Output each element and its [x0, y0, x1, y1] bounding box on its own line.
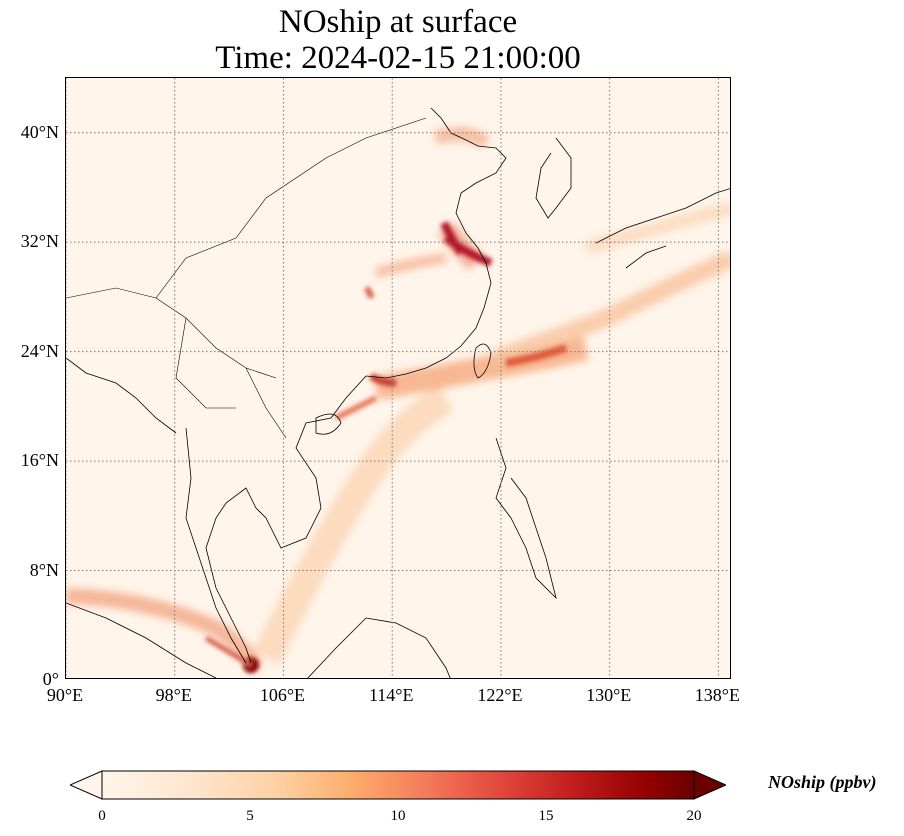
- title-line-2: Time: 2024-02-15 21:00:00: [215, 40, 581, 76]
- colorbar-tick-label: 15: [538, 808, 554, 824]
- concentration-hotspots: [204, 221, 568, 673]
- plume-malacca: [66, 588, 264, 672]
- hotspot-malacca-strait: [204, 635, 253, 668]
- sumatra: [66, 602, 217, 678]
- coastlines: [66, 107, 730, 678]
- plume-east-of-taiwan: [493, 249, 730, 367]
- map-panel: [65, 77, 731, 679]
- longitude-tick-label: 130°E: [586, 685, 632, 705]
- borneo: [307, 617, 451, 678]
- colorbar-tick-label: 10: [390, 808, 406, 824]
- latitude-tick-label: 16°N: [20, 450, 59, 471]
- plume-pacific: [584, 201, 730, 255]
- colorbar-tick-label: 20: [686, 808, 702, 824]
- colorbar-label: NOship (ppbv): [768, 772, 877, 792]
- map-canvas: [66, 107, 730, 678]
- china-coast: [365, 107, 507, 379]
- colorbar-extend-high: [693, 770, 728, 800]
- latitude-tick-label: 0°: [42, 669, 59, 689]
- inland-borders: [66, 117, 427, 439]
- hotspot-shanghai: [440, 221, 493, 267]
- indochina-coast: [205, 375, 367, 664]
- colorbar-gradient: [101, 770, 695, 800]
- latitude-tick-label: 8°N: [29, 559, 59, 580]
- plume-bohai: [433, 127, 491, 149]
- title-line-1: NOship at surface: [278, 4, 518, 40]
- colorbar: [68, 770, 728, 800]
- longitude-tick-label: 98°E: [155, 685, 192, 705]
- bay-of-bengal-coast: [66, 357, 177, 434]
- plume-yangtze: [374, 253, 447, 278]
- longitude-tick-label: 106°E: [259, 685, 306, 705]
- longitude-tick-label: 138°E: [694, 685, 740, 705]
- latitude-tick-label: 40°N: [20, 121, 59, 142]
- colorbar-extend-low: [68, 770, 103, 800]
- longitude-tick-label: 90°E: [46, 685, 84, 705]
- philippines: [495, 437, 557, 600]
- japan-coast: [595, 188, 730, 269]
- hotspot-hainan: [334, 395, 378, 421]
- hotspot-taiwan-ne: [505, 344, 568, 367]
- longitude-tick-label: 114°E: [368, 685, 414, 705]
- plume-south-china-sea: [252, 385, 454, 665]
- latitude-tick-label: 24°N: [20, 340, 59, 361]
- map-title: NOship at surface Time: 2024-02-15 21:00…: [65, 4, 731, 76]
- colorbar-tick-label: 0: [98, 808, 106, 824]
- hainan-coast: [315, 413, 342, 435]
- korea-coast: [535, 137, 572, 219]
- taiwan-coast: [473, 343, 492, 379]
- gridlines: [66, 78, 730, 678]
- hotspot-pearl-river: [368, 373, 397, 387]
- malay-peninsula: [185, 427, 247, 664]
- longitude-tick-label: 122°E: [477, 685, 523, 705]
- colorbar-tick-label: 5: [246, 808, 254, 824]
- hotspot-yangtze-inland: [363, 285, 374, 299]
- latitude-tick-label: 32°N: [20, 231, 59, 252]
